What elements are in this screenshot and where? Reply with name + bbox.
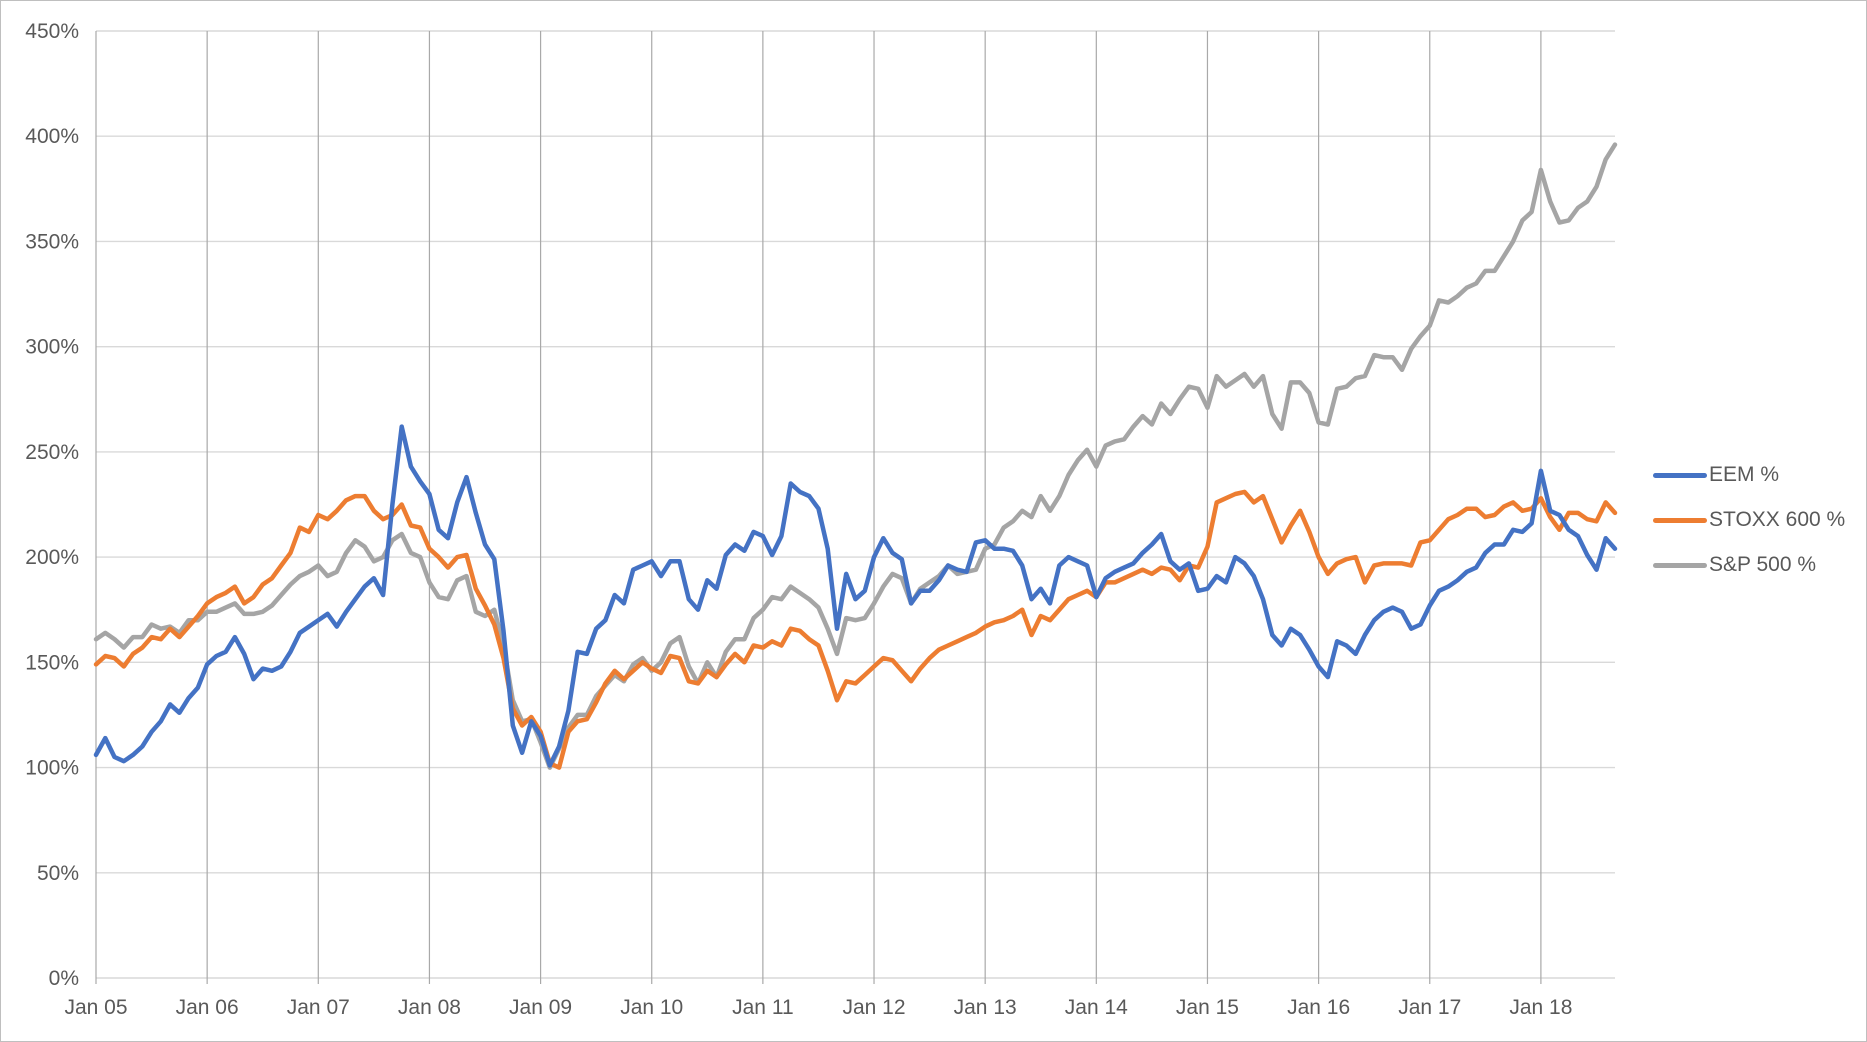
y-axis-tick-label: 50%: [37, 862, 79, 885]
y-axis-tick-label: 450%: [25, 20, 79, 43]
sp500-series-line: [93, 142, 1618, 770]
x-axis-tick-label: Jan 16: [1287, 996, 1350, 1019]
x-axis-tick-label: Jan 11: [732, 996, 794, 1019]
x-axis-tick-label: Jan 09: [509, 996, 572, 1019]
y-axis-tick-label: 200%: [25, 546, 79, 569]
eem-line-swatch: [1653, 472, 1707, 478]
chart-legend: EEM % STOXX 600 % S&P 500 %: [1653, 463, 1845, 577]
legend-label-eem: EEM %: [1709, 463, 1780, 486]
x-axis-tick-label: Jan 15: [1176, 996, 1239, 1019]
legend-item-eem: EEM %: [1653, 463, 1845, 487]
x-axis-tick-label: Jan 08: [398, 996, 461, 1019]
x-axis-tick-label: Jan 10: [620, 996, 683, 1019]
x-axis-tick-label: Jan 06: [176, 996, 239, 1019]
x-axis-tick-label: Jan 05: [64, 996, 127, 1019]
y-axis-tick-label: 100%: [25, 757, 79, 780]
stoxx-series-line: [93, 489, 1618, 770]
x-axis-tick-label: Jan 13: [954, 996, 1017, 1019]
x-axis-tick-label: Jan 12: [842, 996, 905, 1019]
y-axis-tick-label: 150%: [25, 651, 79, 674]
y-axis-tick-label: 0%: [49, 967, 79, 990]
y-axis-tick-label: 400%: [25, 125, 79, 148]
legend-item-sp500: S&P 500 %: [1653, 553, 1845, 577]
x-axis-tick-label: Jan 14: [1065, 996, 1128, 1019]
stoxx-line-swatch: [1653, 517, 1707, 523]
y-axis-tick-label: 350%: [25, 230, 79, 253]
eem-series-line: [93, 424, 1618, 768]
sp500-line-swatch: [1653, 562, 1707, 568]
x-axis-tick-label: Jan 07: [287, 996, 350, 1019]
y-axis-tick-label: 250%: [25, 441, 79, 464]
legend-label-stoxx: STOXX 600 %: [1709, 508, 1846, 531]
y-axis-tick-label: 300%: [25, 336, 79, 359]
x-axis-tick-label: Jan 17: [1398, 996, 1461, 1019]
legend-label-sp500: S&P 500 %: [1709, 553, 1817, 576]
legend-item-stoxx: STOXX 600 %: [1653, 508, 1845, 532]
x-axis-tick-label: Jan 18: [1509, 996, 1572, 1019]
